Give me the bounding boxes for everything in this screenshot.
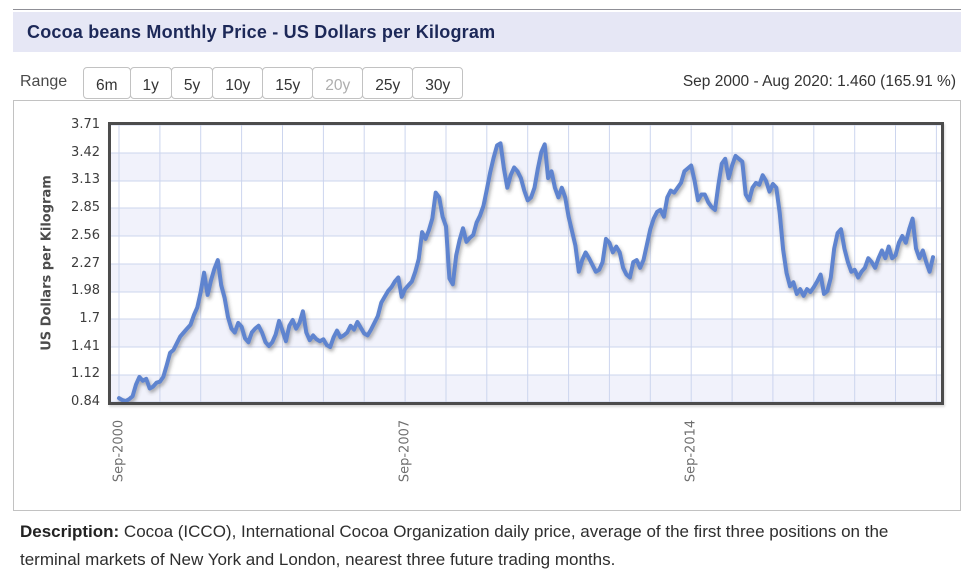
y-axis-tick-label: 1.98	[71, 283, 100, 299]
price-line-chart	[111, 125, 941, 402]
range-tab-25y[interactable]: 25y	[362, 67, 414, 99]
top-divider	[13, 9, 961, 10]
page-title-bar: Cocoa beans Monthly Price - US Dollars p…	[13, 12, 961, 52]
range-tabs: 6m 1y 5y 10y 15y 20y 25y 30y	[83, 67, 464, 99]
range-tab-1y[interactable]: 1y	[129, 67, 172, 99]
y-axis-tick-label: 3.42	[71, 144, 100, 160]
y-axis-tick-label: 3.71	[71, 117, 100, 132]
description-text: Cocoa (ICCO), International Cocoa Organi…	[20, 522, 889, 569]
y-axis-tick-label: 1.41	[71, 338, 100, 354]
y-axis-tick-label: 3.13	[71, 172, 100, 188]
range-tab-10y[interactable]: 10y	[212, 67, 264, 99]
range-tab-20y[interactable]: 20y	[312, 67, 364, 99]
range-label: Range	[20, 73, 68, 90]
y-axis-tick-label: 2.56	[71, 227, 100, 243]
range-tab-6m[interactable]: 6m	[83, 67, 131, 99]
range-toolbar: Range 6m 1y 5y 10y 15y 20y 25y 30y Sep 2…	[0, 66, 974, 100]
plot-area[interactable]	[108, 122, 944, 405]
period-summary: Sep 2000 - Aug 2020: 1.460 (165.91 %)	[682, 73, 956, 90]
x-axis-tick-label: Sep-2000	[111, 419, 127, 483]
chart-description: Description: Cocoa (ICCO), International…	[20, 518, 944, 573]
range-tab-15y[interactable]: 15y	[262, 67, 314, 99]
y-axis-tick-label: 0.84	[71, 394, 100, 409]
range-tab-30y[interactable]: 30y	[412, 67, 464, 99]
description-label: Description:	[20, 522, 120, 541]
chart-container: US Dollars per Kilogram 3.71 3.42 3.13 2.85…	[13, 100, 961, 511]
y-axis-tick-label: 1.7	[79, 310, 100, 326]
page-title: Cocoa beans Monthly Price - US Dollars p…	[27, 22, 496, 42]
x-axis-tick-label: Sep-2014	[683, 419, 699, 483]
y-axis-tick-label: 2.85	[71, 200, 100, 216]
y-axis-tick-label: 1.12	[71, 366, 100, 382]
y-axis-tick-label: 2.27	[71, 255, 100, 271]
range-tab-5y[interactable]: 5y	[170, 67, 214, 99]
x-axis-tick-label: Sep-2007	[397, 419, 413, 483]
